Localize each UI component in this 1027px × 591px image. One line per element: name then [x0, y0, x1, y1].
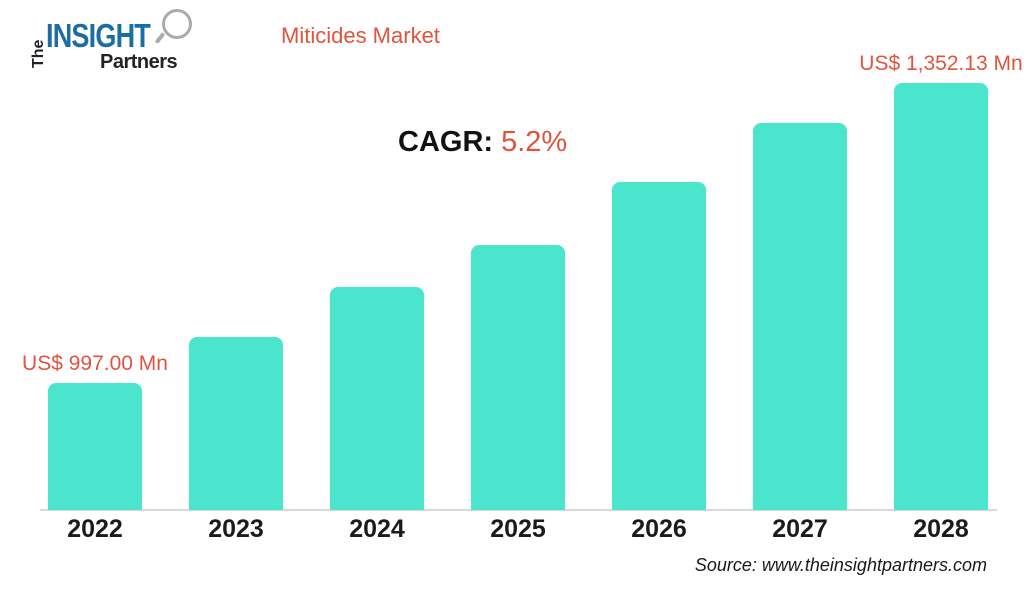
bar-column-2025: 2025: [471, 83, 565, 543]
bar-column-2028: US$ 1,352.13 Mn 2028: [859, 52, 1022, 543]
bar-2025: [471, 245, 565, 510]
x-axis-line: [40, 509, 997, 511]
bar-column-2022: US$ 997.00 Mn 2022: [22, 83, 168, 543]
logo-partners-text: Partners: [100, 51, 178, 73]
x-tick-label-2022: 2022: [67, 515, 123, 543]
bar-value-label-2028: US$ 1,352.13 Mn: [859, 52, 1023, 75]
logo-insight-text: INSIGHT: [46, 17, 151, 54]
x-tick-label-2025: 2025: [490, 515, 546, 543]
bar-2028: [894, 83, 988, 510]
insight-partners-logo: The INSIGHT Partners: [26, 8, 196, 76]
bar-2022: [48, 383, 142, 510]
x-tick-label-2028: 2028: [913, 515, 969, 543]
bar-column-2024: 2024: [330, 83, 424, 543]
cagr-label: CAGR:: [398, 126, 494, 158]
bar-value-label-2022: US$ 997.00 Mn: [22, 352, 168, 375]
cagr-value: 5.2%: [501, 126, 568, 158]
bar-2023: [189, 337, 283, 510]
bar-column-2023: 2023: [189, 83, 283, 543]
chart-title: Miticides Market: [281, 23, 440, 48]
bar-2024: [330, 287, 424, 510]
magnifier-icon: [162, 9, 192, 39]
bar-column-2026: 2026: [612, 83, 706, 543]
bar-column-2027: 2027: [753, 83, 847, 543]
bar-2027: [753, 123, 847, 510]
magnifier-handle-icon: [154, 32, 166, 44]
x-tick-label-2023: 2023: [208, 515, 264, 543]
bar-plot: US$ 997.00 Mn 2022 2023 2024 2025 2026 2027 US$…: [22, 52, 1023, 543]
x-tick-label-2026: 2026: [631, 515, 687, 543]
bar-2026: [612, 182, 706, 510]
x-tick-label-2027: 2027: [772, 515, 828, 543]
x-tick-label-2024: 2024: [349, 515, 405, 543]
cagr-annotation: CAGR: 5.2%: [398, 126, 567, 159]
source-note: Source: www.theinsightpartners.com: [694, 555, 987, 575]
